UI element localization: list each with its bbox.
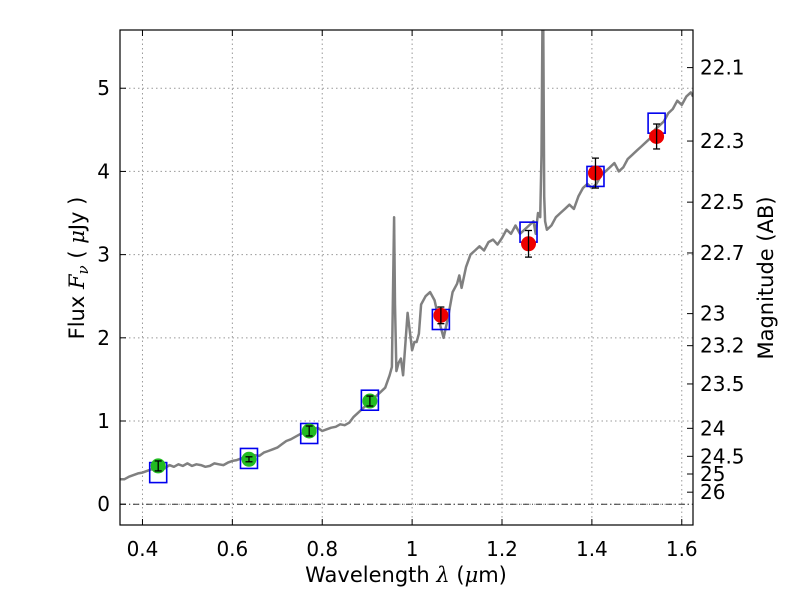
mag-tick-label: 23 (700, 302, 725, 326)
mag-tick-label: 26 (700, 480, 725, 504)
axis-ticks (120, 30, 693, 525)
y-tick-label: 1 (97, 409, 110, 433)
y2-axis-label: Magnitude (AB) (754, 196, 778, 359)
mag-tick-label: 22.7 (700, 241, 745, 265)
y-tick-label: 3 (97, 243, 110, 267)
y-tick-label: 4 (97, 159, 110, 183)
x-tick-label: 1 (406, 537, 419, 561)
mag-tick-label: 23.2 (700, 334, 745, 358)
x-axis-label: Wavelength λ (μm) (305, 563, 507, 587)
x-tick-label: 1.4 (576, 537, 608, 561)
tick-labels: 0.4 0.6 0.8 1 1.2 1.4 1.601234522.122.322.522.… (97, 56, 744, 561)
y-tick-label: 0 (97, 492, 110, 516)
mag-tick-label: 22.3 (700, 129, 745, 153)
x-tick-label: 1.2 (486, 537, 518, 561)
y-tick-label: 5 (97, 76, 110, 100)
mag-tick-label: 22.1 (700, 56, 745, 80)
model-box (299, 422, 319, 445)
mag-tick-label: 24 (700, 416, 725, 440)
error-bars (154, 123, 661, 472)
grid-lines (120, 30, 693, 525)
plot-frame (119, 29, 694, 526)
x-tick-label: 0.8 (306, 537, 338, 561)
model-box (360, 389, 380, 412)
mag-tick-label: 24.5 (700, 444, 745, 468)
model-box (239, 447, 259, 470)
mag-tick-label: 25 (700, 462, 725, 486)
mag-tick-label: 23.5 (700, 372, 745, 396)
x-tick-label: 0.4 (127, 537, 159, 561)
y-axis-label: Flux Fν ( μJy ) (65, 197, 92, 340)
plot-area (120, 30, 693, 484)
mag-tick-label: 22.5 (700, 190, 745, 214)
y-tick-label: 2 (97, 326, 110, 350)
x-tick-label: 1.6 (666, 537, 698, 561)
x-tick-label: 0.6 (216, 537, 248, 561)
